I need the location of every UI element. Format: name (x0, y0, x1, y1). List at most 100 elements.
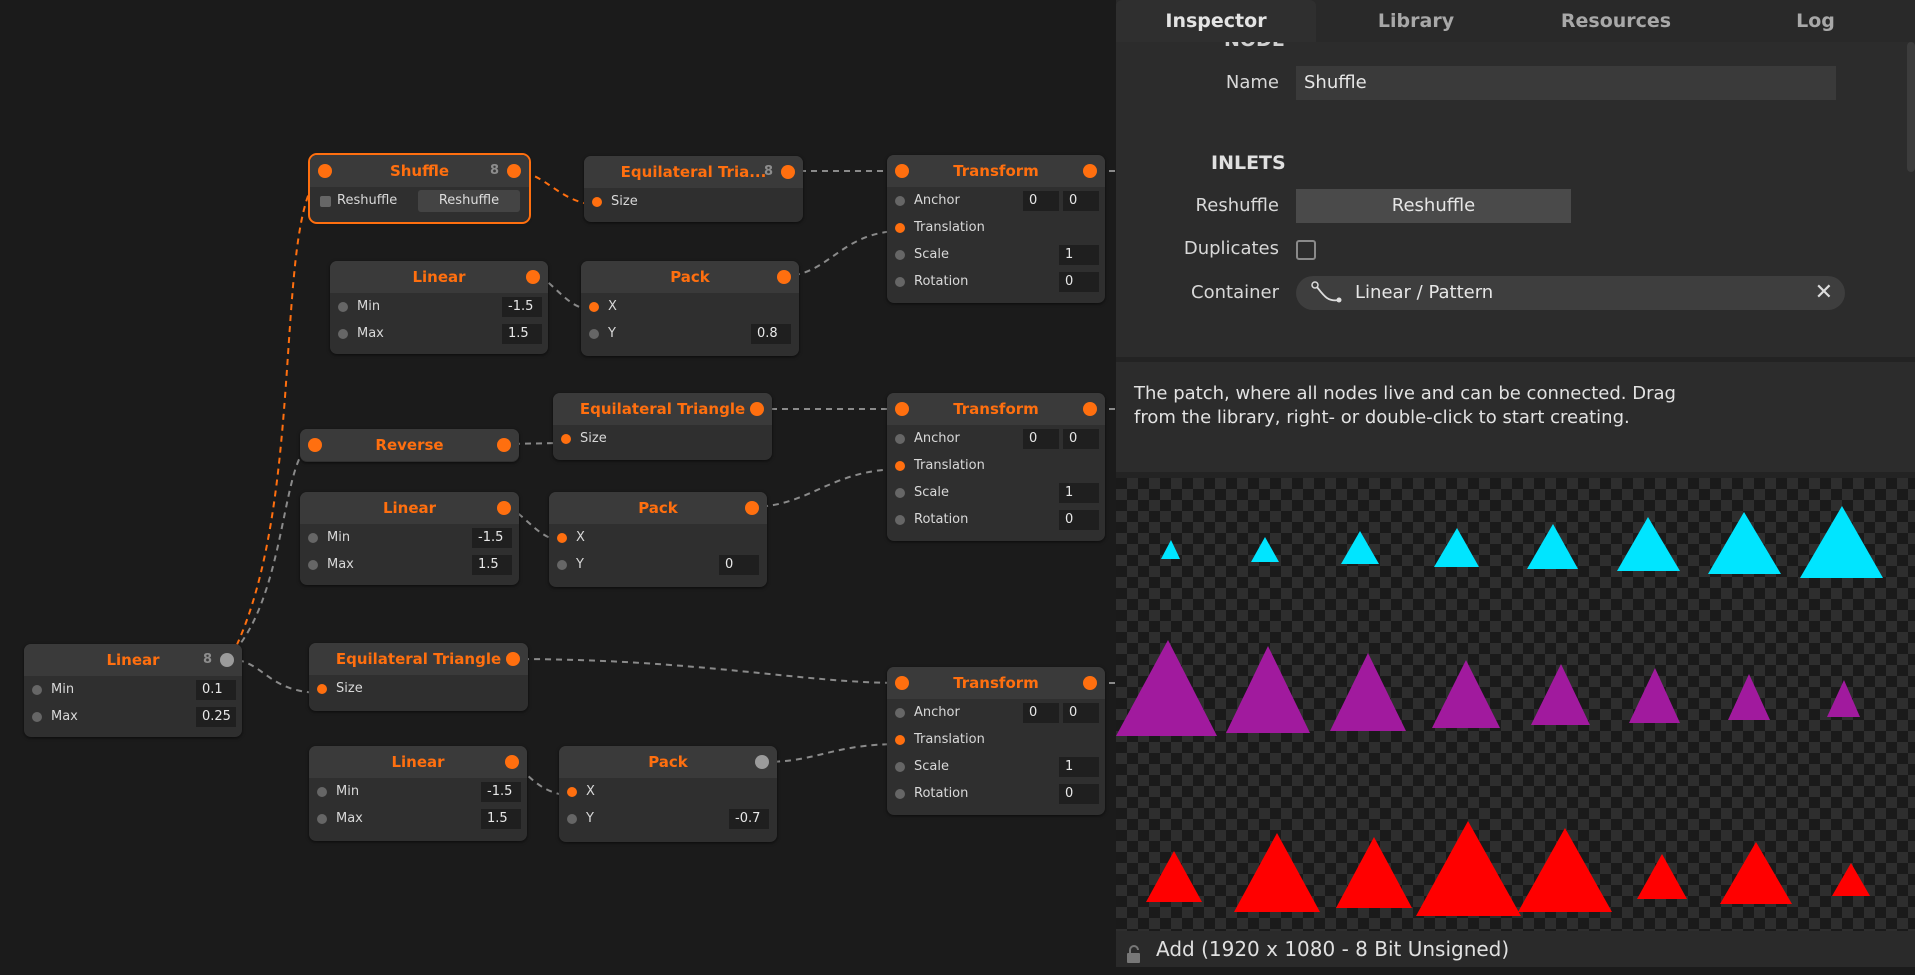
tab-library[interactable]: Library (1377, 10, 1455, 32)
rotation-field[interactable]: 0 (1059, 784, 1099, 804)
inlet-dot[interactable] (308, 560, 318, 570)
reshuffle-button[interactable]: Reshuffle (418, 190, 520, 212)
max-field[interactable]: 1.5 (502, 324, 542, 344)
inlet-dot[interactable] (308, 533, 318, 543)
scale-field[interactable]: 1 (1059, 483, 1099, 503)
inlet-dot[interactable] (895, 434, 905, 444)
inlet-dot[interactable] (317, 684, 327, 694)
outlet-port[interactable] (1083, 676, 1097, 690)
inlet-dot[interactable] (592, 197, 602, 207)
anchor-x-field[interactable]: 0 (1023, 191, 1059, 211)
transform-node[interactable]: Transform Anchor 0 0 Translation Scale 1 Ro… (887, 155, 1105, 303)
pack-node[interactable]: Pack X Y 0.8 (581, 261, 799, 356)
outlet-port[interactable] (777, 270, 791, 284)
inlet-dot[interactable] (895, 250, 905, 260)
y-field[interactable]: 0.8 (751, 324, 791, 344)
container-field[interactable]: Linear / Pattern ✕ (1296, 276, 1845, 310)
outlet-port[interactable] (497, 501, 511, 515)
outlet-port[interactable] (505, 755, 519, 769)
y-field[interactable]: -0.7 (729, 809, 769, 829)
inlet-dot[interactable] (895, 735, 905, 745)
inlet-port[interactable] (308, 438, 322, 452)
outlet-port[interactable] (781, 165, 795, 179)
max-field[interactable]: 1.5 (481, 809, 521, 829)
name-input[interactable]: Shuffle (1296, 66, 1836, 100)
max-field[interactable]: 1.5 (472, 555, 512, 575)
inlet-dot[interactable] (338, 302, 348, 312)
inlet-dot[interactable] (557, 560, 567, 570)
linear-node[interactable]: Linear Min -1.5 Max 1.5 (330, 261, 548, 354)
min-field[interactable]: -1.5 (472, 528, 512, 548)
outlet-port[interactable] (745, 501, 759, 515)
inlet-dot[interactable] (557, 533, 567, 543)
lock-icon[interactable] (1124, 939, 1144, 975)
inlet-dot[interactable] (338, 329, 348, 339)
pack-node[interactable]: Pack X Y -0.7 (559, 746, 777, 842)
anchor-y-field[interactable]: 0 (1063, 703, 1099, 723)
linear-node[interactable]: Linear Min -1.5 Max 1.5 (300, 492, 519, 585)
transform-node[interactable]: Transform Anchor 0 0 Translation Scale 1 Ro… (887, 393, 1105, 541)
min-field[interactable]: -1.5 (481, 782, 521, 802)
inlet-port[interactable] (895, 676, 909, 690)
inlet-dot[interactable] (32, 712, 42, 722)
rotation-field[interactable]: 0 (1059, 272, 1099, 292)
duplicates-checkbox[interactable] (1296, 240, 1316, 260)
inlet-dot[interactable] (32, 685, 42, 695)
inlet-dot[interactable] (589, 302, 599, 312)
inlet-dot[interactable] (895, 277, 905, 287)
shuffle-node[interactable]: Shuffle 8 Reshuffle Reshuffle (308, 153, 531, 224)
outlet-port[interactable] (526, 270, 540, 284)
equilateral-triangle-node[interactable]: Equilateral Triangle Size (553, 393, 772, 460)
tab-log[interactable]: Log (1796, 10, 1835, 32)
outlet-port[interactable] (750, 402, 764, 416)
anchor-y-field[interactable]: 0 (1063, 429, 1099, 449)
inlet-dot[interactable] (317, 814, 327, 824)
inlet-dot[interactable] (567, 787, 577, 797)
linear-node[interactable]: Linear Min -1.5 Max 1.5 (309, 746, 527, 841)
linear-source-node[interactable]: Linear 8 Min 0.1 Max 0.25 (24, 644, 242, 737)
inspector-scrollbar[interactable] (1907, 42, 1915, 172)
inlet-dot[interactable] (895, 708, 905, 718)
scale-field[interactable]: 1 (1059, 757, 1099, 777)
pack-node[interactable]: Pack X Y 0 (549, 492, 767, 587)
inlet-dot[interactable] (895, 488, 905, 498)
reshuffle-button[interactable]: Reshuffle (1296, 189, 1571, 223)
equilateral-triangle-node[interactable]: Equilateral Triangle Size (309, 643, 528, 711)
outlet-port[interactable] (497, 438, 511, 452)
inlet-dot[interactable] (567, 814, 577, 824)
inlet-dot[interactable] (895, 223, 905, 233)
outlet-port[interactable] (1083, 402, 1097, 416)
outlet-port[interactable] (506, 652, 520, 666)
outlet-port[interactable] (220, 653, 234, 667)
tab-inspector[interactable]: Inspector (1116, 0, 1316, 42)
inlet-port[interactable] (895, 402, 909, 416)
outlet-port[interactable] (1083, 164, 1097, 178)
scale-field[interactable]: 1 (1059, 245, 1099, 265)
outlet-port[interactable] (507, 164, 521, 178)
reshuffle-checkbox[interactable] (320, 196, 331, 207)
inlet-dot[interactable] (895, 196, 905, 206)
anchor-x-field[interactable]: 0 (1023, 703, 1059, 723)
close-icon[interactable]: ✕ (1814, 280, 1833, 305)
y-field[interactable]: 0 (719, 555, 759, 575)
tab-resources[interactable]: Resources (1560, 10, 1672, 32)
inlet-dot[interactable] (561, 434, 571, 444)
inlet-dot[interactable] (895, 762, 905, 772)
min-field[interactable]: 0.1 (196, 680, 236, 700)
patch-canvas[interactable]: Shuffle 8 Reshuffle Reshuffle Equilateral … (0, 0, 1116, 967)
inlet-dot[interactable] (589, 329, 599, 339)
reverse-node[interactable]: Reverse (300, 429, 519, 462)
min-field[interactable]: -1.5 (502, 297, 542, 317)
inlet-dot[interactable] (317, 787, 327, 797)
anchor-y-field[interactable]: 0 (1063, 191, 1099, 211)
inlet-port[interactable] (318, 164, 332, 178)
inlet-dot[interactable] (895, 461, 905, 471)
inlet-dot[interactable] (895, 515, 905, 525)
max-field[interactable]: 0.25 (196, 707, 236, 727)
inlet-port[interactable] (895, 164, 909, 178)
anchor-x-field[interactable]: 0 (1023, 429, 1059, 449)
transform-node[interactable]: Transform Anchor 0 0 Translation Scale 1 Ro… (887, 667, 1105, 815)
outlet-port[interactable] (755, 755, 769, 769)
rotation-field[interactable]: 0 (1059, 510, 1099, 530)
equilateral-triangle-node[interactable]: Equilateral Tria... 8 Size (584, 156, 803, 222)
